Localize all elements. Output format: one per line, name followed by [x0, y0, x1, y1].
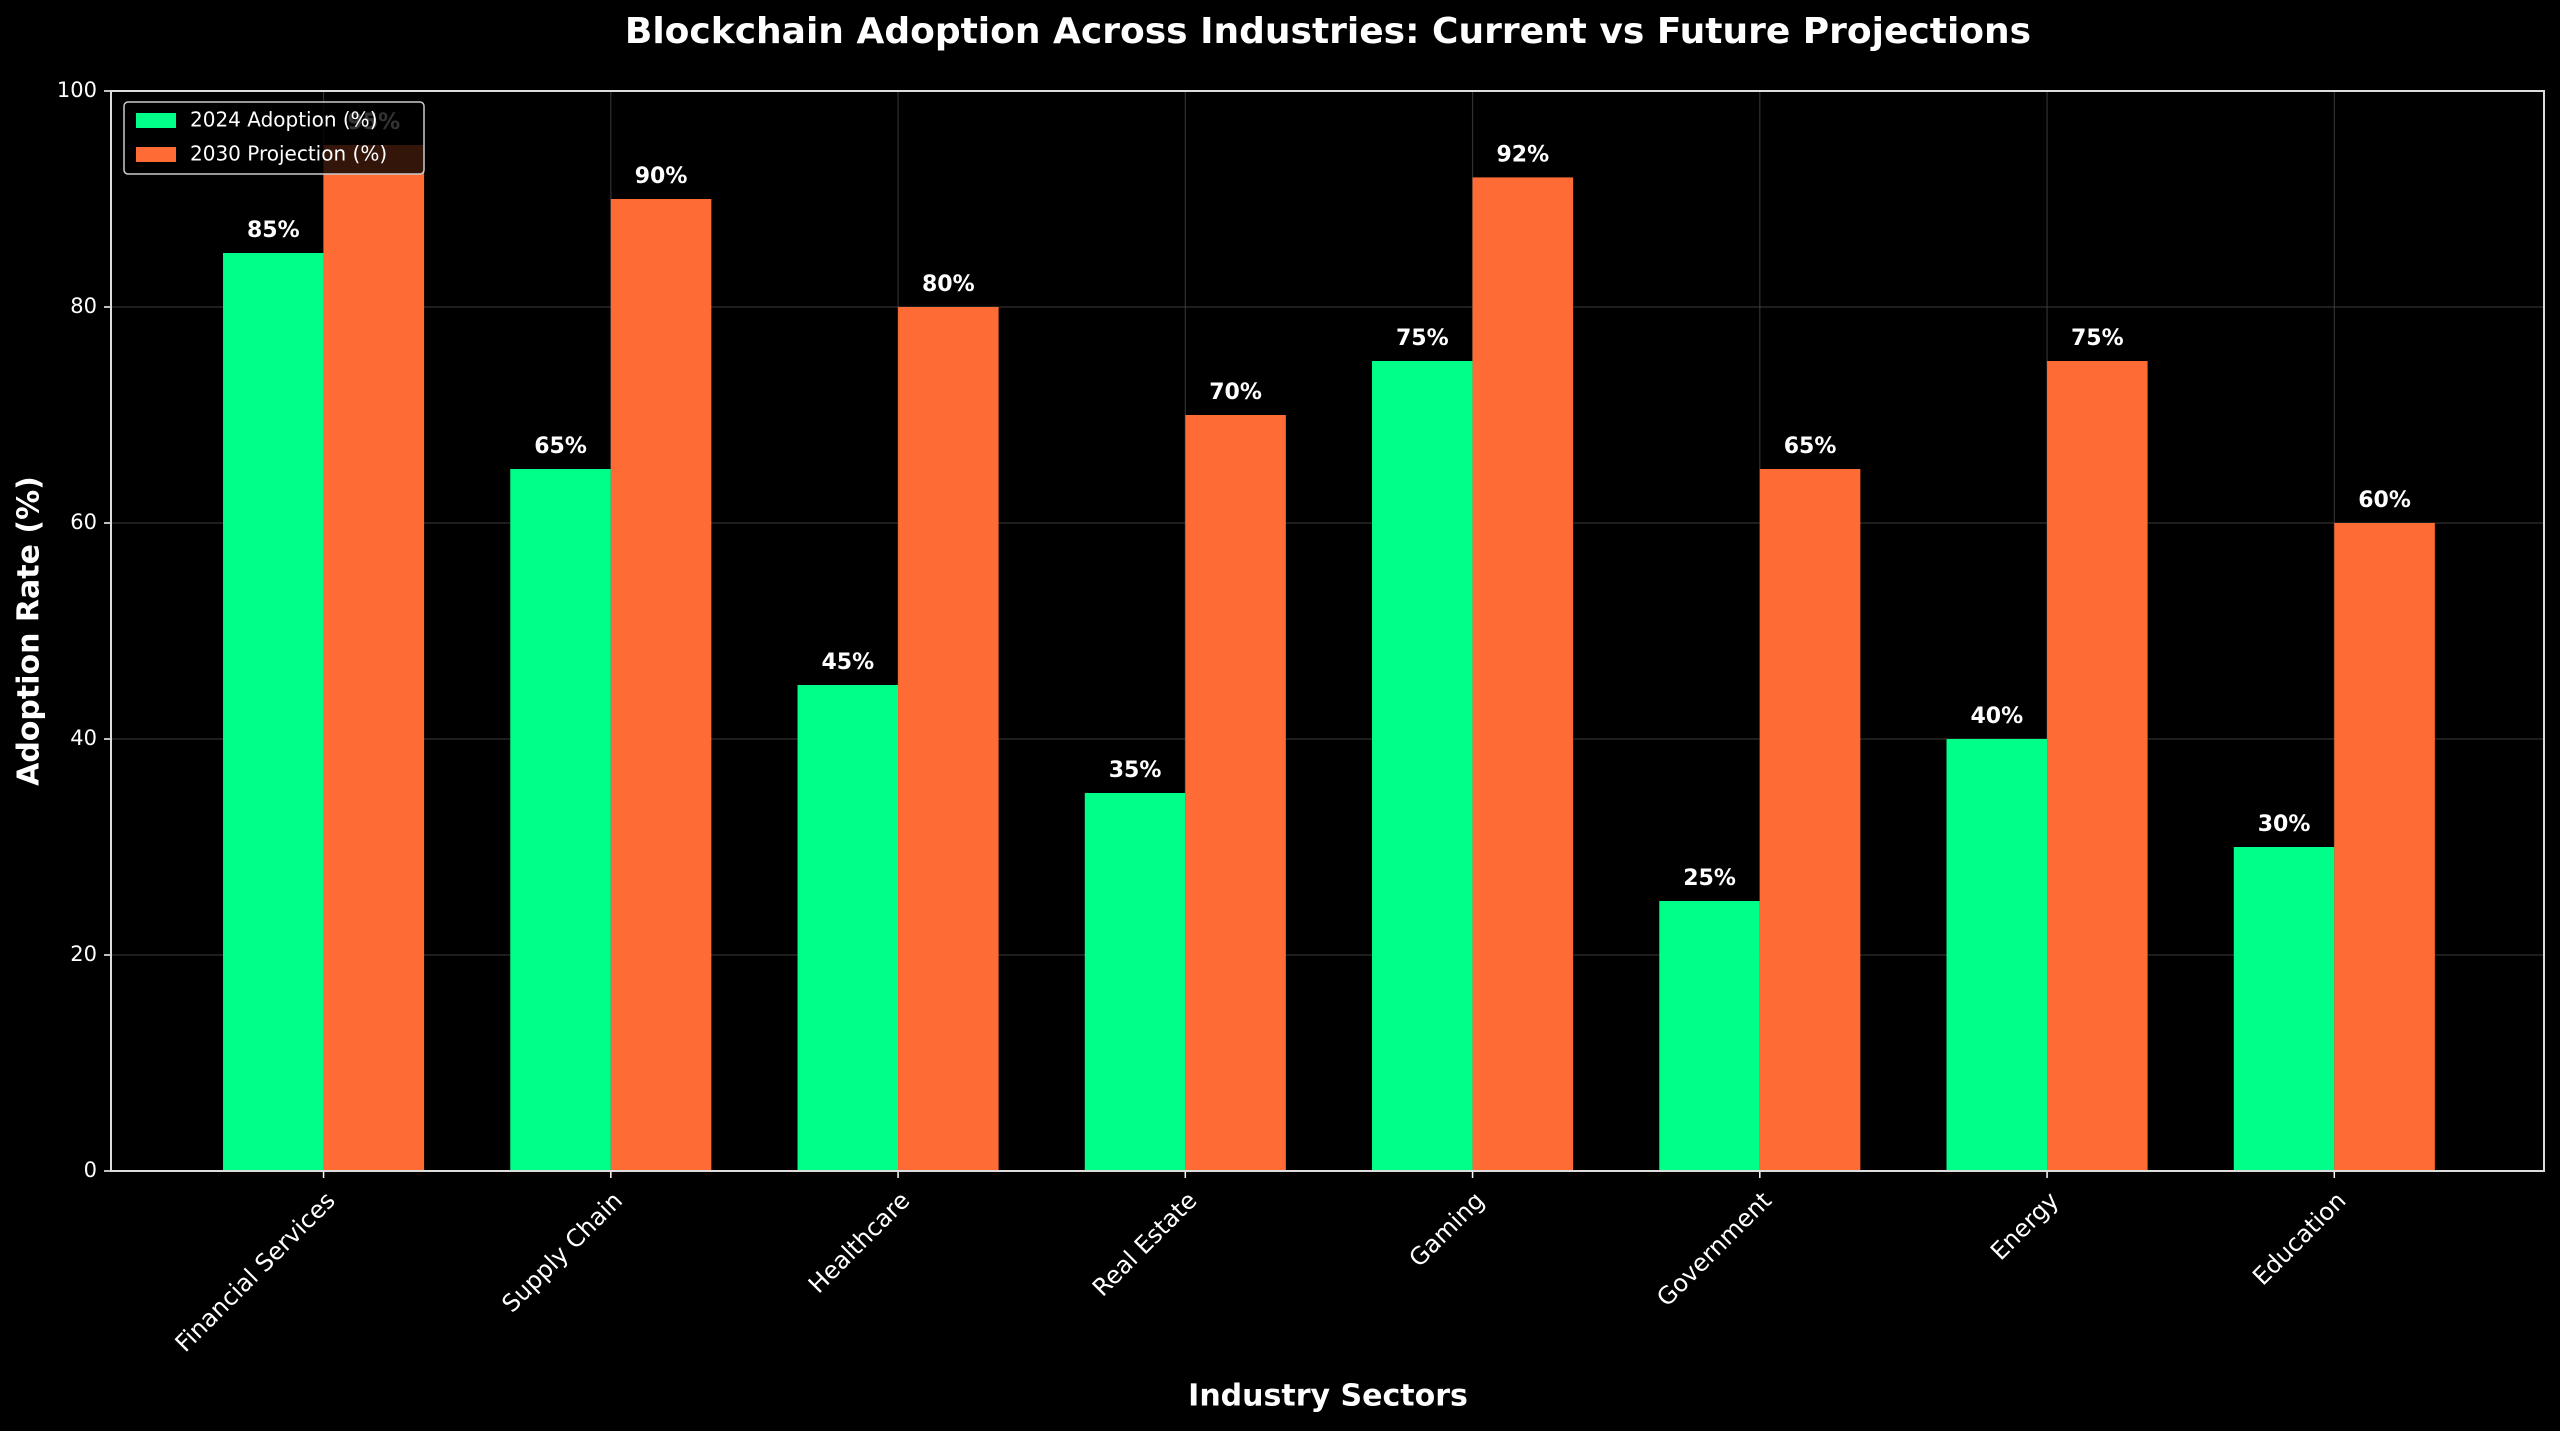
data-label: 30% [2258, 812, 2311, 837]
data-label: 65% [1784, 434, 1837, 459]
bar [1084, 793, 1186, 1171]
bar [1472, 177, 1574, 1171]
bar [1659, 901, 1760, 1171]
bar [2334, 523, 2435, 1171]
legend-swatch [136, 147, 176, 162]
data-label: 25% [1683, 866, 1736, 891]
x-axis-label: Industry Sectors [1188, 1379, 1468, 1414]
data-label: 40% [1970, 704, 2023, 729]
y-tick-label: 40 [70, 726, 97, 750]
bar [610, 199, 712, 1171]
bar [1946, 739, 2048, 1171]
data-label: 65% [534, 434, 587, 459]
y-tick-label: 0 [84, 1158, 97, 1182]
bar [223, 253, 324, 1171]
data-label: 80% [922, 272, 975, 297]
y-tick-label: 60 [70, 510, 97, 534]
bar [1759, 469, 1861, 1171]
bar [510, 469, 611, 1171]
data-label: 75% [1396, 326, 1449, 351]
bar [323, 145, 425, 1171]
y-tick-label: 100 [57, 78, 97, 102]
legend-swatch [136, 113, 176, 128]
bar [2233, 847, 2335, 1171]
data-label: 90% [635, 164, 688, 189]
legend-label: 2024 Adoption (%) [190, 108, 378, 132]
y-tick-label: 20 [70, 942, 97, 966]
y-tick-label: 80 [70, 294, 97, 318]
bar [2047, 361, 2148, 1171]
data-label: 75% [2071, 326, 2124, 351]
bar [1372, 361, 1473, 1171]
legend-box [123, 101, 425, 175]
data-label: 35% [1109, 758, 1162, 783]
legend: 2024 Adoption (%) 2030 Projection (%) [123, 101, 425, 175]
bar [898, 307, 999, 1171]
y-axis-label: Adoption Rate (%) [12, 476, 47, 786]
plot-frame [110, 90, 2545, 1172]
legend-label: 2030 Projection (%) [190, 142, 387, 166]
data-label: 85% [247, 218, 300, 243]
bar [797, 685, 899, 1171]
bar [1185, 415, 1286, 1171]
chart-title: Blockchain Adoption Across Industries: C… [625, 11, 2031, 52]
data-label: 45% [821, 650, 874, 675]
data-label: 70% [1209, 380, 1262, 405]
data-label: 60% [2358, 488, 2411, 513]
data-label: 92% [1496, 142, 1549, 167]
